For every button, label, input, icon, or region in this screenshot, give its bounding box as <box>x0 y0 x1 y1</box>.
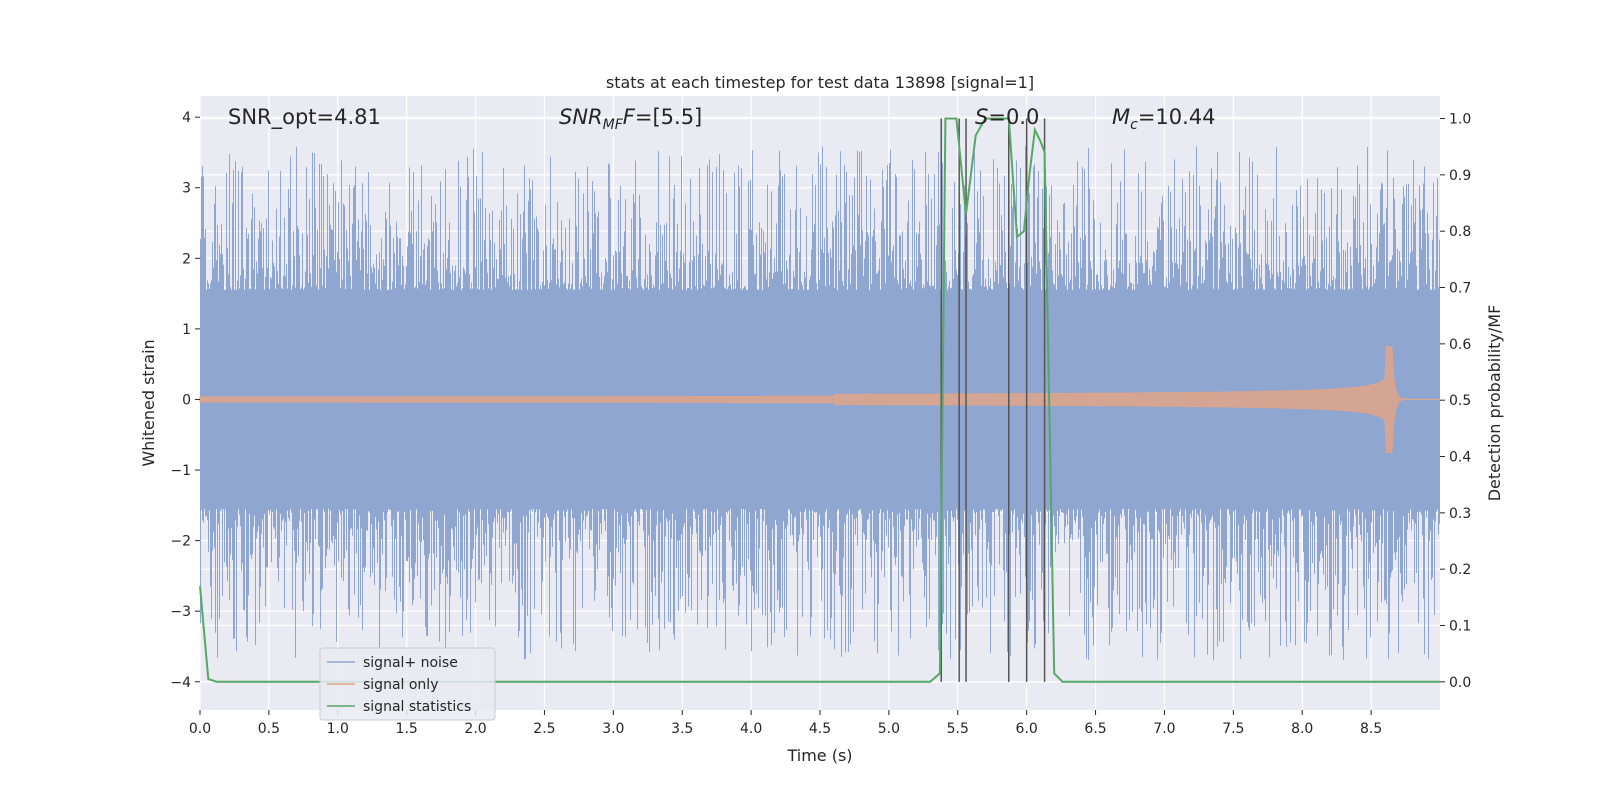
y-right-tick-label: 0.3 <box>1449 506 1471 522</box>
y-tick-label: −3 <box>170 604 191 620</box>
y-right-tick-label: 0.5 <box>1449 393 1471 409</box>
legend: signal+ noise signal only signal statist… <box>319 647 496 721</box>
x-tick-label: 2.5 <box>533 721 555 737</box>
legend-label-signal-noise: signal+ noise <box>363 655 458 671</box>
x-tick-label: 4.5 <box>809 721 831 737</box>
annotation-mc-sub: c <box>1130 117 1138 133</box>
x-tick-label: 8.5 <box>1360 721 1382 737</box>
y-tick-label: 4 <box>182 110 191 126</box>
x-tick-label: 1.0 <box>327 721 349 737</box>
x-tick-label: 2.0 <box>464 721 486 737</box>
statistics-line <box>199 117 1440 683</box>
x-tick-label: 3.5 <box>671 721 693 737</box>
legend-box <box>319 647 496 721</box>
y-axis-ticks: 4 3 2 1 0 −1 −2 −3 −4 <box>170 110 200 691</box>
y-tick-label: −4 <box>170 675 191 691</box>
y-right-tick-label: 0.1 <box>1449 619 1471 635</box>
y-right-tick-label: 1.0 <box>1449 112 1471 128</box>
chirp-envelope <box>199 346 1440 453</box>
x-tick-label: 3.0 <box>602 721 624 737</box>
x-tick-label: 4.0 <box>740 721 762 737</box>
y-right-tick-label: 0.0 <box>1449 675 1471 691</box>
annotation-snr-mf-value: =[5.5] <box>635 105 702 129</box>
annotation-s-value: =0.0 <box>988 105 1039 129</box>
x-tick-label: 0.0 <box>189 721 211 737</box>
x-tick-label: 1.5 <box>396 721 418 737</box>
y-tick-label: −2 <box>170 534 191 550</box>
x-tick-label: 8.0 <box>1291 721 1313 737</box>
x-tick-label: 5.5 <box>947 721 969 737</box>
annotation-mc-value: =10.44 <box>1138 105 1216 129</box>
legend-label-signal-statistics: signal statistics <box>363 699 471 715</box>
annotation-snr-mf-sub: MF <box>603 117 624 133</box>
y-tick-label: 2 <box>182 251 191 267</box>
x-axis-ticks: 0.0 0.5 1.0 1.5 2.0 2.5 3.0 3.5 4.0 4.5 5.0 5.5 6.0 6… <box>189 710 1382 737</box>
annotation-snr-opt: SNR_opt=4.81 <box>228 105 381 130</box>
x-tick-label: 0.5 <box>258 721 280 737</box>
y-right-tick-label: 0.8 <box>1449 224 1471 240</box>
x-tick-label: 6.5 <box>1084 721 1106 737</box>
y-right-tick-label: 0.4 <box>1449 450 1471 466</box>
chart-title: stats at each timestep for test data 138… <box>606 73 1034 92</box>
annotation-snr-mf: SNRMFF=[5.5] <box>559 105 702 133</box>
y-tick-label: 1 <box>182 322 191 338</box>
signal-statistics-series <box>199 117 1440 683</box>
x-tick-label: 6.0 <box>1016 721 1038 737</box>
y-tick-label: 0 <box>182 392 191 408</box>
signal-only-series <box>199 346 1440 453</box>
y-right-tick-label: 0.2 <box>1449 562 1471 578</box>
annotation-s-main: S <box>975 105 988 129</box>
annotation-snr-mf-main: SNR <box>559 105 603 129</box>
y-right-tick-label: 0.6 <box>1449 337 1471 353</box>
annotation-mc: Mc=10.44 <box>1112 105 1216 133</box>
x-axis-label: Time (s) <box>786 746 852 765</box>
x-tick-label: 7.0 <box>1153 721 1175 737</box>
y-tick-label: −1 <box>170 463 191 479</box>
annotation-mc-main: M <box>1112 105 1130 129</box>
annotation-s: S=0.0 <box>975 105 1039 129</box>
y-right-tick-label: 0.7 <box>1449 281 1471 297</box>
annotation-snr-mf-f: F <box>623 105 636 129</box>
x-tick-label: 7.5 <box>1222 721 1244 737</box>
y-right-axis-label: Detection probability/MF <box>1485 305 1504 502</box>
x-tick-label: 5.0 <box>878 721 900 737</box>
y-axis-label: Whitened strain <box>139 339 158 466</box>
y-tick-label: 3 <box>182 181 191 197</box>
y-right-tick-label: 0.9 <box>1449 168 1471 184</box>
legend-label-signal-only: signal only <box>363 677 438 693</box>
y-right-axis-ticks: 1.0 0.9 0.8 0.7 0.6 0.5 0.4 0.3 0.2 0.1 0.0 <box>1440 112 1471 691</box>
